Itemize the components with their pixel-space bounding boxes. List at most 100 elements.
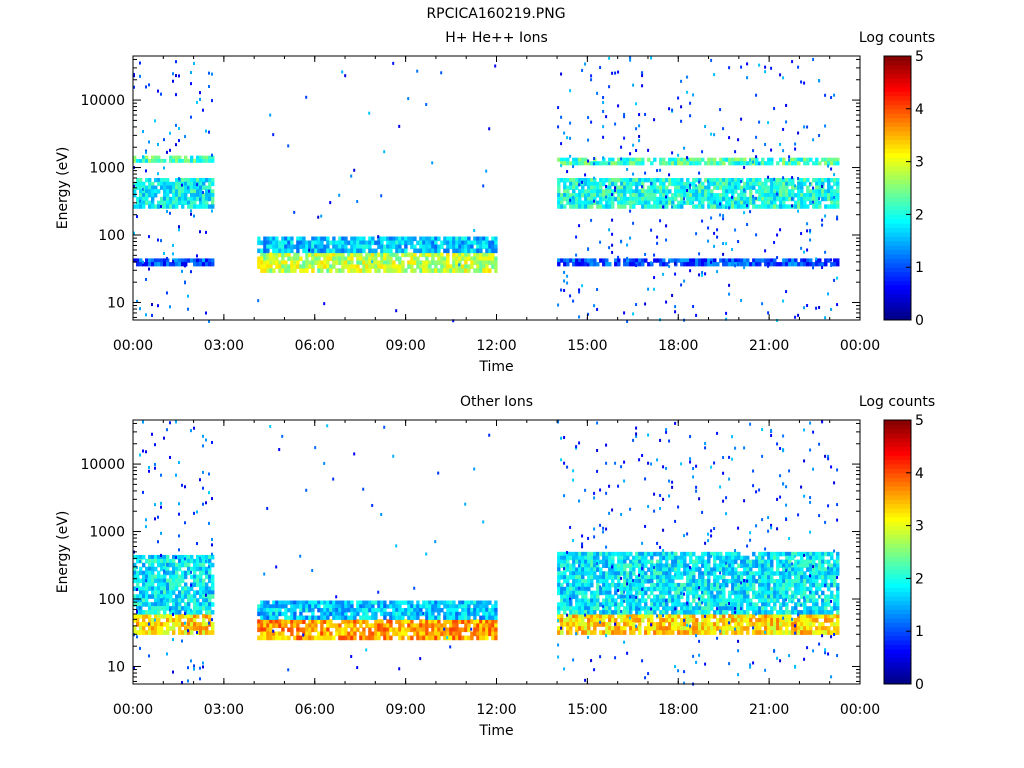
heatmap-cell xyxy=(599,630,603,635)
heatmap-cell xyxy=(818,185,822,190)
heatmap-cell xyxy=(208,177,212,183)
heatmap-cell xyxy=(326,424,329,428)
heatmap-cell xyxy=(181,183,183,187)
heatmap-cell xyxy=(208,472,210,476)
heatmap-cell xyxy=(332,260,336,265)
heatmap-cell xyxy=(133,184,135,188)
colorbar-label: Log counts xyxy=(859,30,935,46)
heatmap-cell xyxy=(578,586,581,590)
heatmap-cell xyxy=(145,313,147,317)
heatmap-cell xyxy=(184,189,188,194)
heatmap-cell xyxy=(806,262,810,267)
heatmap-cell xyxy=(473,236,477,242)
heatmap-cell xyxy=(133,626,137,631)
heatmap-cell xyxy=(701,606,705,611)
heatmap-cell xyxy=(184,582,188,588)
heatmap-cell xyxy=(193,196,197,202)
heatmap-cell xyxy=(599,240,602,244)
heatmap-cell xyxy=(794,258,798,263)
heatmap-cell xyxy=(656,235,659,239)
heatmap-cell xyxy=(785,290,788,294)
heatmap-cell xyxy=(190,155,194,160)
heatmap-cell xyxy=(827,181,831,187)
heatmap-cell xyxy=(193,613,197,619)
heatmap-cell xyxy=(647,622,651,627)
heatmap-cell xyxy=(596,469,599,473)
heatmap-cell xyxy=(401,264,405,269)
heatmap-cell xyxy=(605,551,609,557)
heatmap-cell xyxy=(449,627,453,633)
heatmap-cell xyxy=(175,158,179,163)
heatmap-cell xyxy=(172,582,176,588)
heatmap-cell xyxy=(416,631,420,637)
heatmap-cell xyxy=(587,575,591,580)
heatmap-cell xyxy=(593,196,597,202)
colorbar-segment xyxy=(884,214,911,220)
heatmap-cell xyxy=(281,635,285,641)
heatmap-cell xyxy=(338,268,342,273)
heatmap-cell xyxy=(464,236,468,242)
heatmap-cell xyxy=(202,262,206,267)
heatmap-cell xyxy=(485,619,489,624)
heatmap-cell xyxy=(773,200,777,205)
heatmap-cell xyxy=(428,236,432,242)
heatmap-cell xyxy=(323,248,327,254)
heatmap-cell xyxy=(674,586,678,592)
heatmap-cell xyxy=(196,610,200,615)
heatmap-cell xyxy=(743,188,746,192)
heatmap-cell xyxy=(779,193,783,198)
heatmap-cell xyxy=(662,563,666,568)
heatmap-cell xyxy=(302,635,306,641)
heatmap-cell xyxy=(797,176,800,180)
heatmap-cell xyxy=(398,600,402,605)
heatmap-cell xyxy=(674,177,678,183)
heatmap-cell xyxy=(794,193,798,198)
heatmap-cell xyxy=(584,189,588,194)
heatmap-cell xyxy=(683,681,686,685)
heatmap-cell xyxy=(142,582,146,588)
heatmap-cell xyxy=(593,618,597,623)
heatmap-cell xyxy=(148,558,152,564)
heatmap-cell xyxy=(461,240,465,246)
heatmap-cell xyxy=(662,258,666,263)
heatmap-cell xyxy=(473,619,477,624)
heatmap-cell xyxy=(632,262,636,267)
heatmap-cell xyxy=(482,635,486,641)
heatmap-cell xyxy=(452,244,456,250)
heatmap-cell xyxy=(611,610,615,615)
heatmap-cell xyxy=(647,575,651,580)
heatmap-cell xyxy=(133,258,137,263)
heatmap-cell xyxy=(638,602,642,607)
heatmap-cell xyxy=(269,113,272,117)
heatmap-cell xyxy=(163,193,167,198)
heatmap-cell xyxy=(368,627,372,633)
heatmap-cell xyxy=(734,204,738,209)
heatmap-cell xyxy=(160,630,164,635)
heatmap-cell xyxy=(578,204,582,209)
heatmap-cell xyxy=(674,258,678,263)
heatmap-cell xyxy=(178,590,182,595)
heatmap-cell xyxy=(190,189,194,194)
heatmap-cell xyxy=(353,611,357,617)
heatmap-cell xyxy=(461,627,465,633)
heatmap-cell xyxy=(437,635,441,641)
heatmap-cell xyxy=(169,598,173,603)
heatmap-cell xyxy=(392,615,396,620)
heatmap-cell xyxy=(653,276,656,280)
heatmap-cell xyxy=(320,236,324,242)
heatmap-cell xyxy=(320,635,324,641)
heatmap-cell xyxy=(596,575,600,580)
heatmap-cell xyxy=(599,196,603,202)
heatmap-cell xyxy=(163,566,167,572)
heatmap-cell xyxy=(608,200,612,205)
heatmap-cell xyxy=(560,72,563,76)
heatmap-cell xyxy=(575,446,578,450)
heatmap-cell xyxy=(593,491,596,495)
heatmap-cell xyxy=(314,240,318,246)
heatmap-cell xyxy=(701,575,705,580)
heatmap-cell xyxy=(362,264,366,269)
heatmap-cell xyxy=(329,608,333,613)
heatmap-cell xyxy=(767,189,771,194)
heatmap-cell xyxy=(172,193,176,198)
heatmap-cell xyxy=(269,611,273,617)
